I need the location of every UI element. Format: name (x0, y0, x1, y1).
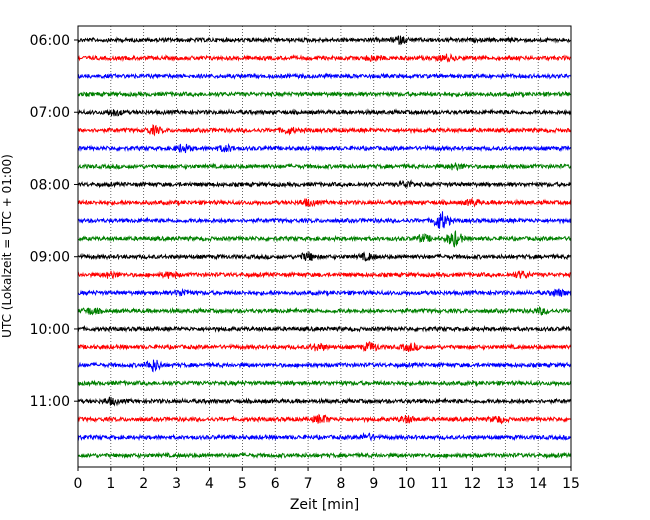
x-tick-label: 15 (562, 476, 580, 492)
trace-line (77, 90, 572, 99)
x-tick-label: 4 (205, 476, 214, 492)
trace-line (77, 379, 572, 388)
trace-line (77, 211, 572, 229)
trace-line (77, 230, 572, 248)
x-axis-label: Zeit [min] (290, 497, 359, 513)
x-tick-label: 9 (369, 476, 378, 492)
trace-line (77, 72, 572, 81)
trace-line (77, 108, 572, 117)
x-tick-label: 1 (106, 476, 115, 492)
x-tick-label: 3 (172, 476, 181, 492)
y-tick-label: 10:00 (30, 322, 70, 338)
x-tick-label: 2 (139, 476, 148, 492)
trace-line (77, 197, 572, 208)
trace-line (77, 432, 572, 442)
x-tick-label: 0 (74, 476, 83, 492)
x-tick-label: 7 (304, 476, 313, 492)
trace-line (77, 270, 572, 280)
y-tick-label: 08:00 (30, 177, 70, 193)
trace-line (77, 324, 572, 333)
trace-line (77, 359, 572, 373)
trace-line (77, 341, 572, 353)
trace-line (77, 162, 572, 172)
trace-line (77, 179, 572, 189)
y-tick-label: 09:00 (30, 250, 70, 266)
y-axis-label: UTC (Lokalzeit = UTC + 01:00) (0, 154, 14, 338)
trace-line (77, 451, 572, 460)
x-tick-label: 5 (238, 476, 247, 492)
trace-line (77, 124, 572, 137)
x-tick-label: 13 (496, 476, 514, 492)
trace-line (77, 396, 572, 407)
trace-line (77, 35, 572, 46)
x-tick-label: 10 (398, 476, 416, 492)
trace-line (77, 413, 572, 425)
y-tick-label: 06:00 (30, 33, 70, 49)
trace-line (77, 142, 572, 154)
x-axis-ticks: 0 1 2 3 4 5 6 7 8 9 10 11 12 13 14 15 (74, 467, 580, 492)
x-tick-label: 6 (271, 476, 280, 492)
trace-line (77, 287, 572, 297)
trace-line (77, 251, 572, 262)
trace-line (77, 53, 572, 63)
x-tick-label: 14 (529, 476, 547, 492)
plot-frame (77, 25, 572, 468)
y-tick-label: 11:00 (30, 394, 70, 410)
x-tick-label: 8 (336, 476, 345, 492)
x-tick-label: 12 (463, 476, 481, 492)
seismic-traces (77, 35, 572, 460)
y-axis-ticks: 06:00 07:00 08:00 09:00 10:00 11:00 (30, 33, 78, 410)
trace-line (77, 306, 572, 316)
y-tick-label: 07:00 (30, 105, 70, 121)
x-tick-label: 11 (431, 476, 449, 492)
